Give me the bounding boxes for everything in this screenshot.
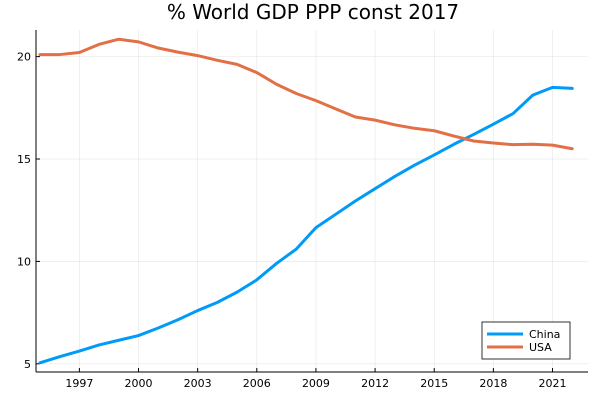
x-tick-label: 2003 — [184, 377, 212, 390]
y-tick-label: 5 — [24, 358, 31, 371]
legend-label-usa: USA — [529, 341, 552, 354]
x-tick-label: 2009 — [302, 377, 330, 390]
x-tick-label: 2006 — [243, 377, 271, 390]
x-tick-label: 2015 — [420, 377, 448, 390]
x-tick-label: 2021 — [539, 377, 567, 390]
grid-lines — [36, 30, 588, 372]
chart-title: % World GDP PPP const 2017 — [167, 0, 459, 24]
series-line-china — [38, 85, 574, 365]
series-line-usa — [38, 37, 574, 151]
x-tick-label: 1997 — [65, 377, 93, 390]
y-tick-label: 15 — [17, 153, 31, 166]
tick-labels: 1997 2000 2003 2006 2009 2012 2015 2018 2021 5 10 1… — [17, 51, 567, 390]
x-tick-label: 2012 — [361, 377, 389, 390]
legend-box — [481, 321, 571, 360]
y-tick-label: 10 — [17, 255, 31, 268]
x-tick-label: 2000 — [125, 377, 153, 390]
axes — [35, 30, 588, 373]
x-tick-label: 2018 — [479, 377, 507, 390]
legend-label-china: China — [529, 328, 560, 341]
series-lines — [38, 37, 574, 365]
y-tick-label: 20 — [17, 51, 31, 64]
